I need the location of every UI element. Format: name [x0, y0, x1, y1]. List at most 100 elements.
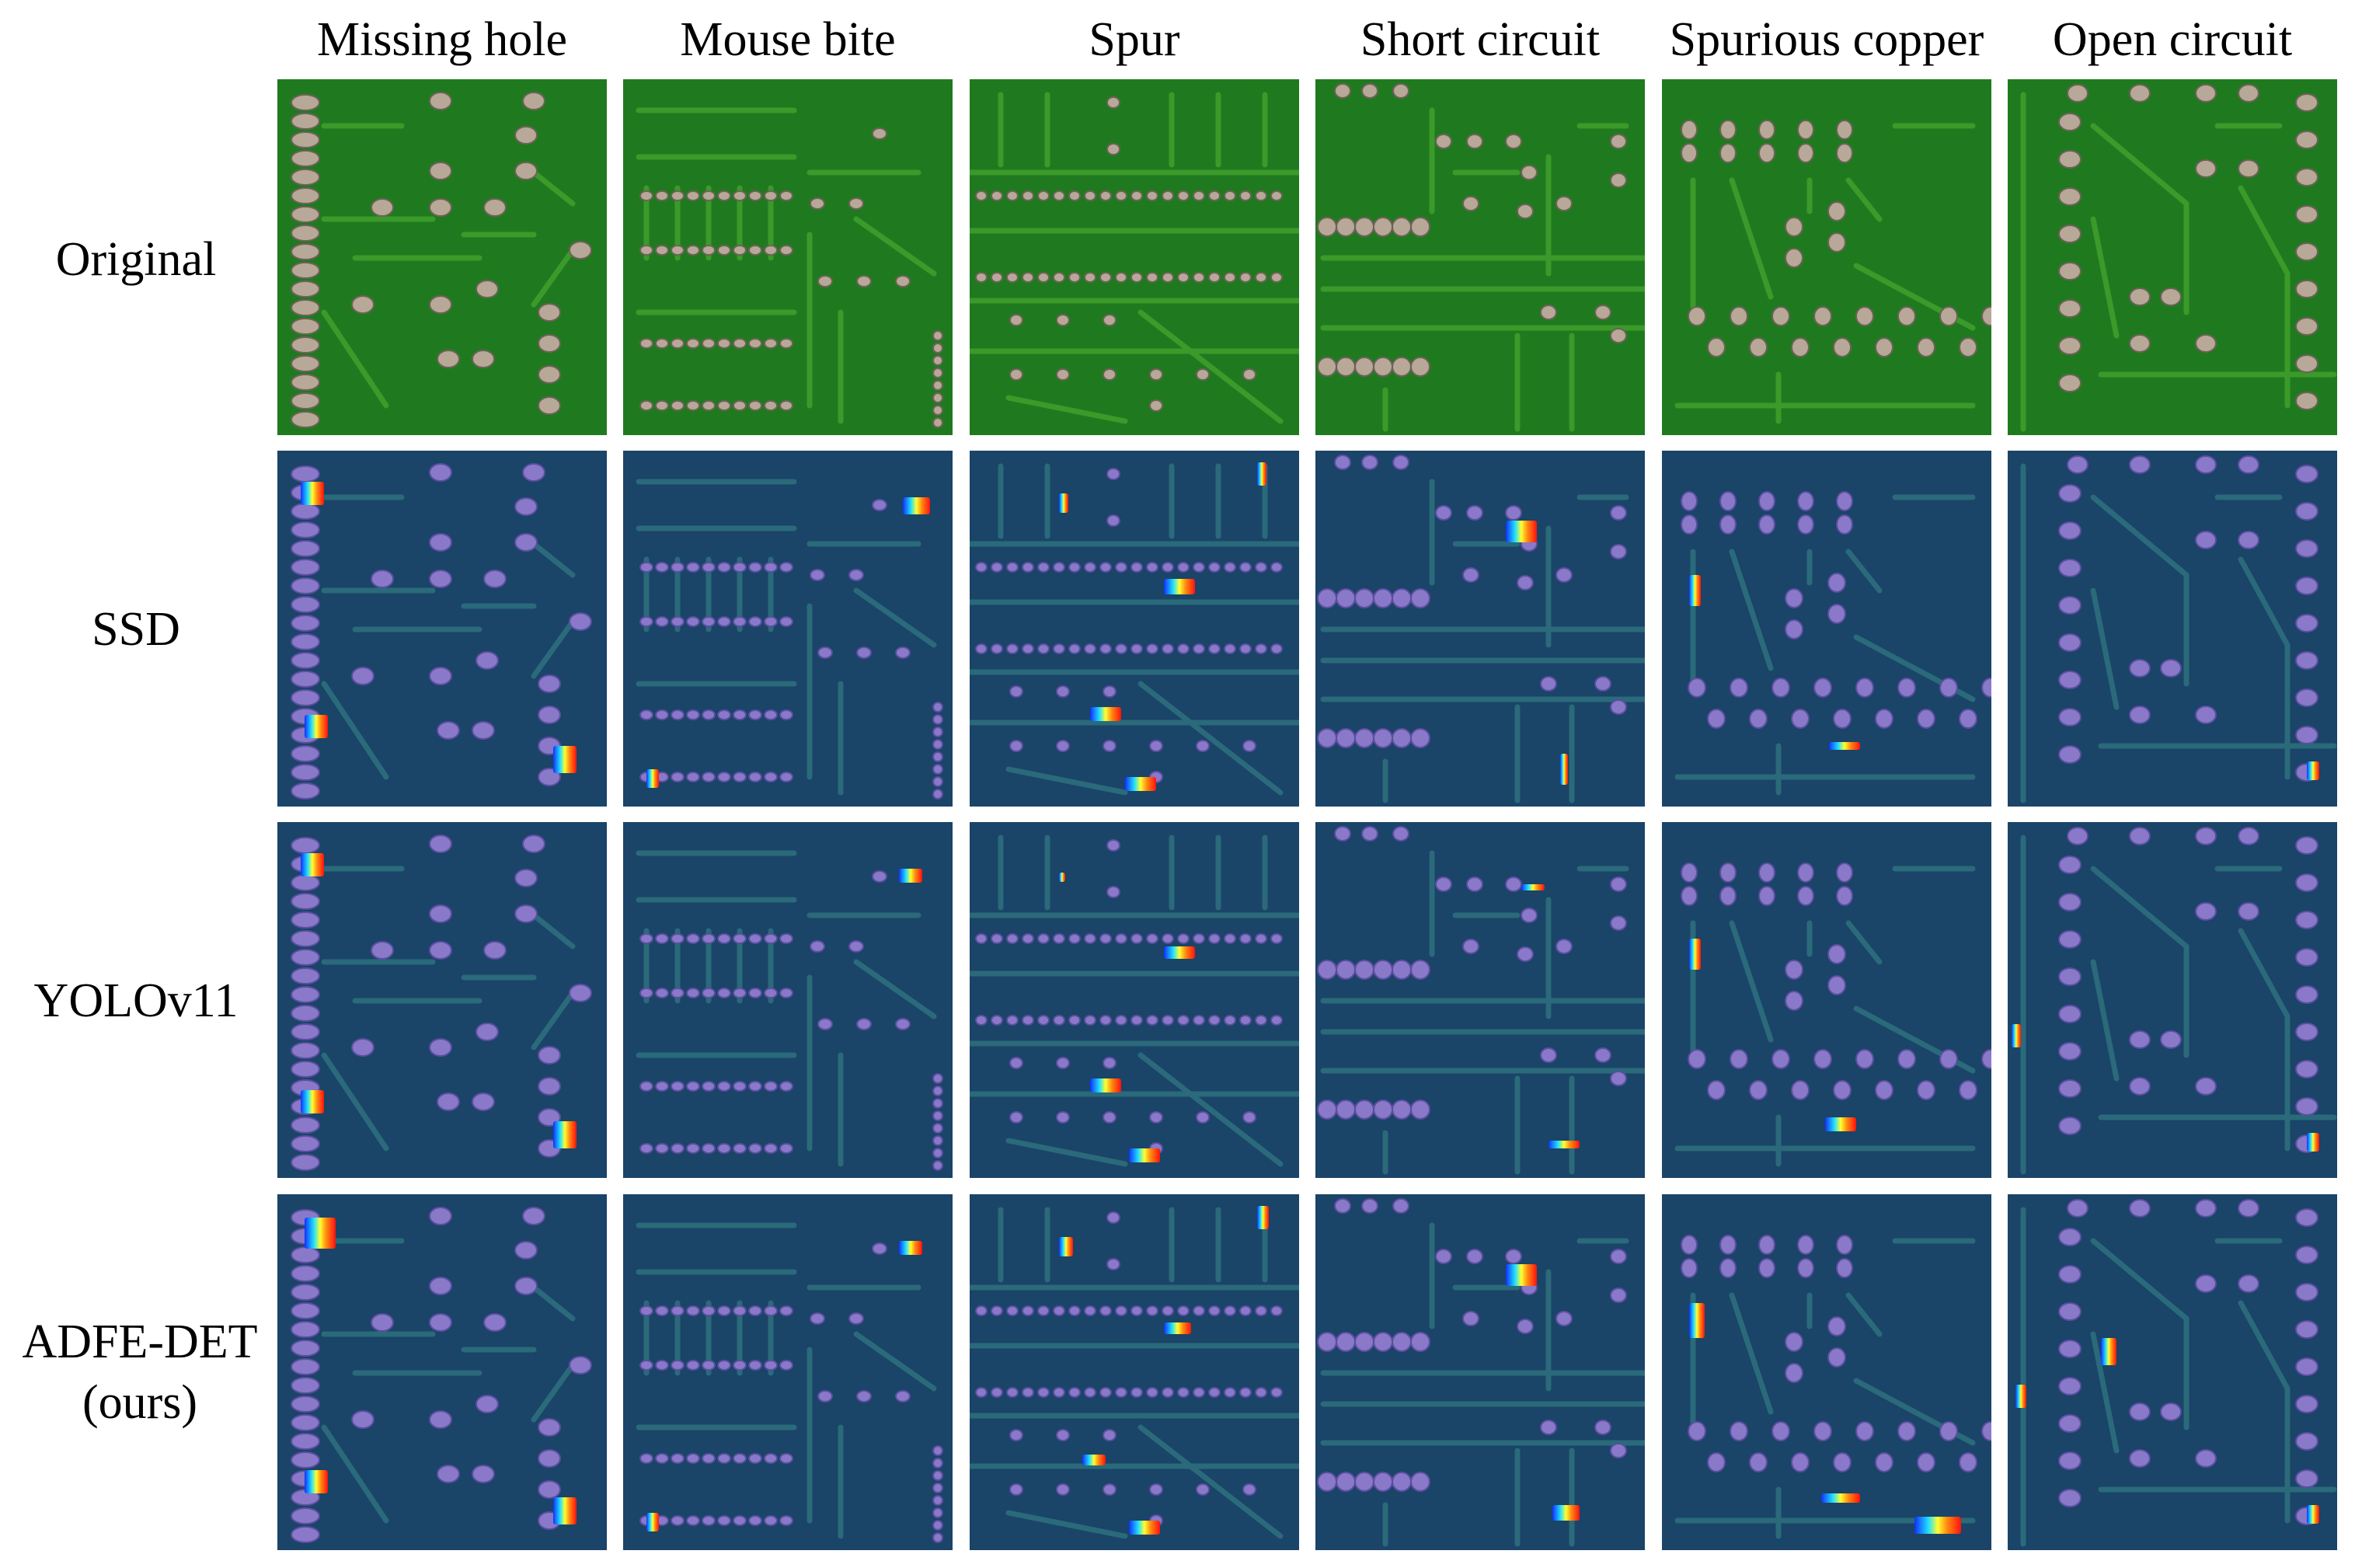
solder-pad	[1224, 1305, 1236, 1316]
solder-pad	[1068, 562, 1081, 573]
pcb-image	[1662, 79, 1991, 435]
solder-pad	[1610, 505, 1627, 521]
solder-pad	[1410, 960, 1430, 980]
copper-trace	[531, 541, 576, 578]
solder-pad	[639, 190, 653, 201]
solder-pad	[932, 1470, 943, 1481]
solder-pad	[1833, 1452, 1852, 1472]
solder-pad	[932, 1110, 943, 1121]
solder-pad	[1084, 1305, 1096, 1316]
solder-pad	[1897, 1049, 1916, 1069]
solder-pad	[522, 92, 545, 110]
activation-hotspot	[1164, 579, 1195, 594]
solder-pad	[1193, 190, 1205, 201]
solder-pad	[1855, 1049, 1874, 1069]
solder-pad	[932, 1160, 943, 1171]
solder-pad	[1610, 544, 1627, 559]
solder-pad	[764, 616, 778, 627]
solder-pad	[514, 869, 538, 887]
solder-pad	[1373, 1472, 1393, 1492]
solder-pad	[483, 941, 507, 960]
solder-pad	[2058, 1451, 2082, 1470]
solder-pad	[686, 772, 700, 782]
solder-pad	[291, 318, 320, 335]
solder-pad	[1785, 217, 1803, 237]
solder-pad	[2129, 287, 2151, 306]
activation-hotspot	[1059, 873, 1065, 882]
solder-pad	[291, 652, 320, 669]
solder-pad	[1009, 1483, 1023, 1496]
solder-pad	[1270, 933, 1283, 944]
image-cell-r4-c3	[970, 1194, 1299, 1550]
solder-pad	[1505, 505, 1522, 521]
solder-pad	[2160, 287, 2182, 306]
solder-pad	[848, 940, 864, 953]
solder-pad	[291, 503, 320, 520]
solder-pad	[639, 1081, 653, 1092]
solder-pad	[1009, 1429, 1023, 1441]
solder-pad	[1224, 643, 1236, 654]
copper-trace	[1005, 1510, 1128, 1539]
activation-hotspot	[2307, 1133, 2319, 1152]
solder-pad	[991, 933, 1003, 944]
solder-pad	[1022, 933, 1034, 944]
solder-pad	[1681, 514, 1698, 535]
solder-pad	[733, 709, 747, 720]
solder-pad	[717, 772, 731, 782]
solder-pad	[991, 190, 1003, 201]
solder-pad	[1099, 643, 1112, 654]
solder-pad	[1193, 1305, 1205, 1316]
solder-pad	[895, 1018, 911, 1030]
solder-pad	[686, 562, 700, 573]
solder-pad	[975, 272, 988, 283]
solder-pad	[1106, 1258, 1120, 1270]
solder-pad	[1897, 678, 1916, 698]
solder-pad	[1103, 368, 1117, 381]
solder-pad	[1688, 678, 1706, 698]
solder-pad	[1130, 272, 1143, 283]
solder-pad	[1255, 643, 1267, 654]
solder-pad	[1719, 514, 1737, 535]
solder-pad	[1068, 1015, 1081, 1026]
solder-pad	[1317, 1099, 1337, 1120]
board-background	[970, 451, 1299, 807]
solder-pad	[717, 562, 731, 573]
solder-pad	[748, 338, 762, 349]
solder-pad	[1196, 740, 1210, 752]
solder-pad	[1037, 1387, 1050, 1398]
solder-pad	[1392, 1198, 1409, 1214]
solder-pad	[569, 1356, 592, 1375]
solder-pad	[1242, 1111, 1256, 1124]
activation-hotspot	[1090, 1078, 1121, 1092]
solder-pad	[2067, 84, 2088, 103]
solder-pad	[2129, 827, 2151, 845]
solder-pad	[1193, 272, 1205, 283]
copper-trace	[2090, 866, 2190, 950]
solder-pad	[476, 651, 499, 670]
solder-pad	[655, 616, 669, 627]
solder-pad	[872, 127, 887, 140]
solder-pad	[733, 1515, 747, 1526]
solder-pad	[1897, 1421, 1916, 1441]
solder-pad	[2129, 1449, 2151, 1468]
solder-pad	[2058, 855, 2082, 874]
solder-pad	[1410, 1472, 1430, 1492]
solder-pad	[1410, 357, 1430, 377]
solder-pad	[1410, 1332, 1430, 1352]
solder-pad	[686, 616, 700, 627]
solder-pad	[748, 772, 762, 782]
solder-pad	[291, 411, 320, 428]
copper-trace	[1845, 177, 1883, 222]
solder-pad	[2295, 873, 2318, 892]
solder-pad	[764, 1515, 778, 1526]
solder-pad	[1373, 357, 1393, 377]
solder-pad	[764, 338, 778, 349]
solder-pad	[2058, 1117, 2082, 1135]
image-cell-r3-c2	[623, 822, 953, 1178]
solder-pad	[291, 559, 320, 576]
solder-pad	[1084, 1015, 1096, 1026]
solder-pad	[1115, 1015, 1127, 1026]
solder-pad	[1239, 1387, 1252, 1398]
solder-pad	[1106, 839, 1120, 852]
activation-hotspot	[1521, 884, 1545, 890]
